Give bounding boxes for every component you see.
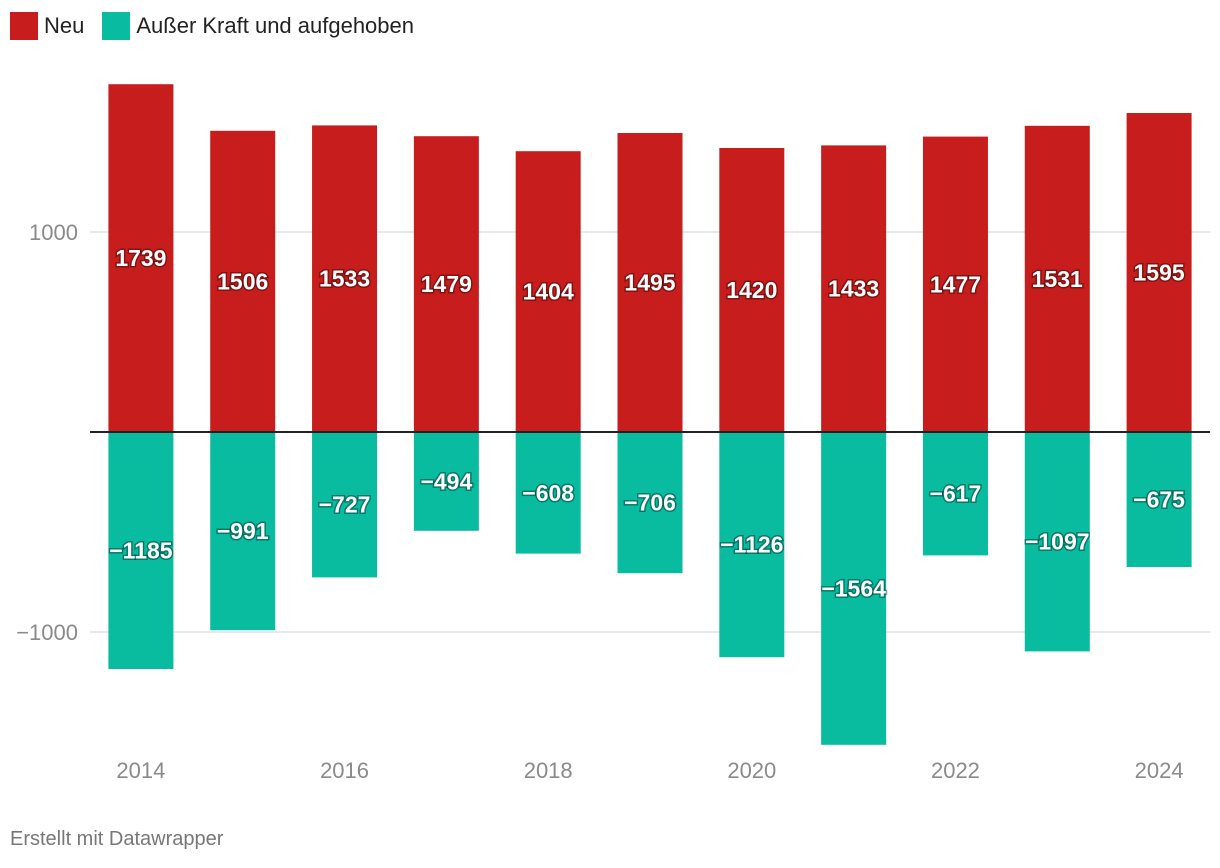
value-label-ausser-kraft-2020: −1126 — [720, 532, 783, 558]
value-label-neu-2018: 1404 — [523, 279, 574, 305]
legend-swatch-neu — [10, 12, 38, 40]
bar-neu-2024 — [1126, 113, 1192, 432]
value-label-neu-2021: 1433 — [828, 276, 879, 302]
y-tick-label-1: −1000 — [16, 620, 78, 645]
x-tick-label-2022: 2022 — [931, 758, 980, 783]
bars-layer — [108, 84, 1192, 745]
value-label-neu-2014: 1739 — [115, 245, 166, 271]
bar-ausser-kraft-2024 — [1126, 432, 1192, 567]
x-tick-label-2014: 2014 — [116, 758, 165, 783]
value-label-neu-2015: 1506 — [217, 268, 268, 294]
bar-neu-2018 — [515, 151, 581, 432]
legend-item-ausser-kraft: Außer Kraft und aufgehoben — [102, 12, 414, 40]
value-label-neu-2020: 1420 — [726, 277, 777, 303]
legend-swatch-ausser-kraft — [102, 12, 131, 40]
bar-ausser-kraft-2016 — [312, 432, 378, 578]
x-tick-label-2020: 2020 — [727, 758, 776, 783]
value-label-neu-2024: 1595 — [1134, 260, 1185, 286]
bar-neu-2016 — [312, 125, 378, 433]
value-label-ausser-kraft-2016: −727 — [319, 492, 371, 518]
bar-neu-2022 — [922, 136, 988, 432]
bar-neu-2023 — [1024, 125, 1090, 433]
bar-ausser-kraft-2018 — [515, 432, 581, 554]
value-label-ausser-kraft-2022: −617 — [930, 481, 982, 507]
legend-label-neu: Neu — [44, 13, 85, 38]
bar-ausser-kraft-2023 — [1024, 432, 1090, 652]
x-tick-label-2016: 2016 — [320, 758, 369, 783]
value-label-ausser-kraft-2024: −675 — [1133, 487, 1185, 513]
y-tick-label-0: 1000 — [29, 220, 78, 245]
bar-neu-2017 — [413, 136, 479, 432]
legend-item-neu: Neu — [10, 12, 84, 40]
value-label-neu-2019: 1495 — [624, 270, 675, 296]
bar-ausser-kraft-2021 — [821, 432, 887, 745]
footer-credit: Erstellt mit Datawrapper — [10, 828, 224, 850]
value-label-ausser-kraft-2019: −706 — [624, 490, 676, 516]
bar-ausser-kraft-2022 — [922, 432, 988, 556]
bar-ausser-kraft-2019 — [617, 432, 683, 574]
chart-legend: Neu Außer Kraft und aufgehoben — [10, 10, 432, 42]
bar-ausser-kraft-2017 — [413, 432, 479, 531]
bar-neu-2020 — [719, 148, 785, 432]
value-label-ausser-kraft-2023: −1097 — [1025, 529, 1090, 555]
bar-neu-2019 — [617, 133, 683, 432]
value-label-ausser-kraft-2021: −1564 — [821, 575, 886, 601]
value-label-ausser-kraft-2015: −991 — [217, 518, 269, 544]
legend-label-ausser-kraft: Außer Kraft und aufgehoben — [136, 13, 415, 38]
value-label-neu-2023: 1531 — [1032, 266, 1083, 292]
bar-ausser-kraft-2014 — [108, 432, 174, 669]
x-tick-label-2018: 2018 — [524, 758, 573, 783]
value-label-neu-2016: 1533 — [319, 266, 370, 292]
value-label-ausser-kraft-2017: −494 — [420, 468, 472, 494]
bar-neu-2021 — [821, 145, 887, 432]
bar-neu-2015 — [210, 130, 276, 433]
value-label-ausser-kraft-2018: −608 — [522, 480, 574, 506]
axis-layer: 1000 −1000 2014 2016 2018 2020 2022 2024 — [16, 220, 1210, 783]
value-label-ausser-kraft-2014: −1185 — [109, 538, 173, 564]
bar-ausser-kraft-2015 — [210, 432, 276, 631]
x-tick-label-2024: 2024 — [1135, 758, 1184, 783]
value-label-neu-2022: 1477 — [930, 271, 981, 297]
bar-ausser-kraft-2020 — [719, 432, 785, 658]
value-label-neu-2017: 1479 — [421, 271, 472, 297]
labels-layer: 1739 1506 1533 1479 1404 1495 1420 1433 1477 1531… — [108, 244, 1187, 603]
bar-neu-2014 — [108, 84, 174, 432]
